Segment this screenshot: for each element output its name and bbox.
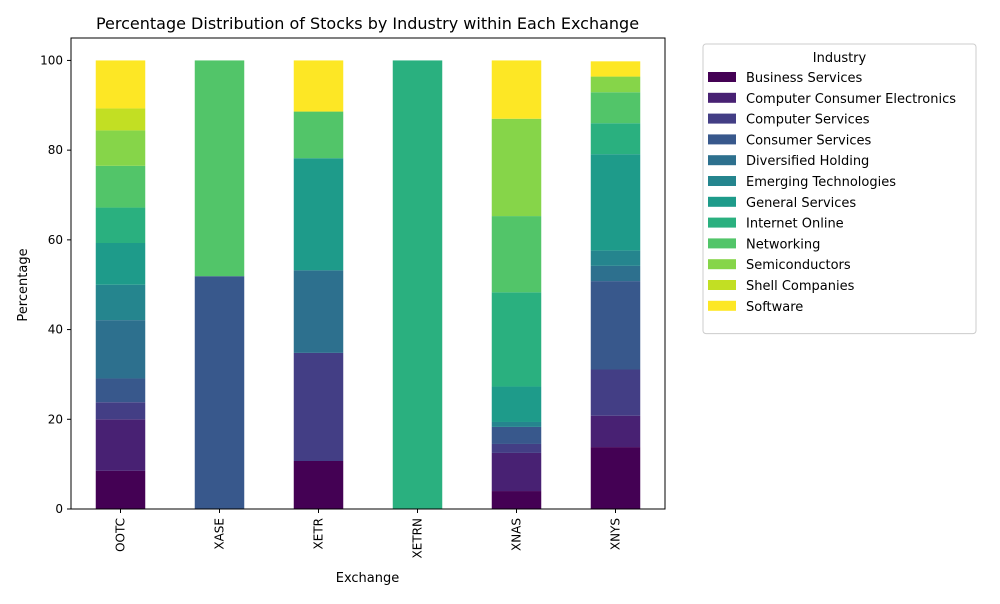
bar-segment-xnys-7	[590, 123, 641, 155]
legend-swatch-10	[708, 280, 736, 290]
bar-segment-ootc-7	[95, 207, 146, 243]
bar-segment-xetrn-7	[392, 60, 443, 510]
bar-segment-xnas-6	[491, 386, 542, 422]
bar-segment-ootc-11	[95, 60, 146, 109]
bar-segment-xnys-9	[590, 76, 641, 93]
x-tick-label-ootc: OOTC	[114, 518, 128, 552]
legend-label-0: Business Services	[746, 71, 863, 86]
legend-swatch-5	[708, 176, 736, 186]
bar-segment-ootc-4	[95, 320, 146, 379]
bar-segment-xase-8	[194, 60, 245, 277]
bar-segment-xnas-7	[491, 292, 542, 387]
legend-swatch-11	[708, 300, 736, 311]
bar-segment-ootc-2	[95, 402, 146, 420]
legend-swatch-3	[708, 134, 736, 145]
y-tick-label: 100	[40, 53, 63, 67]
legend-label-4: Diversified Holding	[746, 154, 869, 169]
legend-swatch-0	[708, 72, 736, 82]
bar-segment-xetr-6	[293, 158, 344, 271]
bars-group	[95, 60, 641, 510]
bar-segment-xnas-2	[491, 443, 542, 453]
y-axis-label: Percentage	[16, 248, 31, 321]
legend-swatch-7	[708, 217, 736, 228]
chart-title: Percentage Distribution of Stocks by Ind…	[96, 14, 639, 33]
bar-segment-xetr-0	[293, 461, 344, 509]
legend-swatch-9	[708, 259, 736, 270]
bar-segment-xnas-1	[491, 452, 542, 492]
legend-label-11: Software	[746, 300, 803, 315]
x-tick-label-xetrn: XETRN	[411, 518, 425, 558]
bar-segment-xnys-0	[590, 447, 641, 509]
bar-segment-ootc-10	[95, 108, 146, 131]
axes-group: 0 20 40 60 80 100 OOTC XASE XETR XETRN XNAS XNYS	[40, 37, 666, 558]
legend-label-6: General Services	[746, 196, 856, 211]
bar-segment-xnys-11	[590, 61, 641, 77]
bar-segment-ootc-5	[95, 284, 146, 321]
legend-swatch-1	[708, 92, 736, 103]
bar-segment-xnys-6	[590, 154, 641, 251]
legend-label-2: Computer Services	[746, 113, 870, 128]
bar-segment-xnas-3	[491, 426, 542, 444]
bar-segment-xnys-5	[590, 250, 641, 266]
legend-frame	[702, 43, 977, 335]
legend-label-1: Computer Consumer Electronics	[746, 92, 956, 107]
bar-segment-ootc-3	[95, 378, 146, 403]
plot-frame	[70, 37, 666, 510]
bar-segment-xnas-11	[491, 60, 542, 119]
legend-swatch-2	[708, 113, 736, 124]
bar-segment-xnas-5	[491, 421, 542, 427]
legend-label-9: Semiconductors	[746, 258, 851, 273]
bar-segment-xetr-11	[293, 60, 344, 112]
bar-segment-ootc-9	[95, 130, 146, 166]
bar-segment-xetr-4	[293, 270, 344, 353]
y-tick-label: 20	[48, 412, 63, 426]
bar-segment-xnys-1	[590, 415, 641, 448]
bar-segment-xase-3	[194, 276, 245, 509]
x-axis-label: Exchange	[336, 571, 400, 586]
legend: Industry Business Services Computer Consum…	[702, 43, 977, 335]
bar-segment-xnas-0	[491, 491, 542, 509]
bar-segment-xnys-2	[590, 369, 641, 416]
y-tick-label: 60	[48, 233, 63, 247]
x-tick-label-xnys: XNYS	[609, 518, 623, 550]
x-tick-label-xetr: XETR	[312, 518, 326, 549]
bar-segment-xnas-8	[491, 216, 542, 293]
bar-segment-ootc-1	[95, 419, 146, 471]
bar-segment-xnys-8	[590, 92, 641, 124]
bar-segment-ootc-8	[95, 165, 146, 208]
legend-title: Industry	[813, 51, 867, 66]
bar-segment-xetr-2	[293, 352, 344, 462]
x-tick-label-xnas: XNAS	[510, 518, 524, 551]
legend-swatch-6	[708, 196, 736, 207]
legend-label-5: Emerging Technologies	[746, 175, 896, 190]
y-tick-label: 0	[55, 502, 63, 516]
bar-segment-ootc-6	[95, 242, 146, 285]
y-tick-label: 40	[48, 323, 63, 337]
legend-swatch-8	[708, 238, 736, 249]
legend-label-10: Shell Companies	[746, 279, 855, 294]
legend-label-8: Networking	[746, 237, 820, 252]
legend-label-7: Internet Online	[746, 217, 844, 232]
bar-segment-xetr-8	[293, 111, 344, 159]
legend-label-3: Consumer Services	[746, 133, 871, 148]
bar-segment-xnys-4	[590, 265, 641, 282]
bar-segment-xnas-9	[491, 118, 542, 217]
x-tick-label-xase: XASE	[213, 518, 227, 550]
bar-segment-xnys-3	[590, 281, 641, 370]
bar-segment-ootc-0	[95, 470, 146, 509]
y-tick-label: 80	[48, 143, 63, 157]
legend-swatch-4	[708, 155, 736, 166]
